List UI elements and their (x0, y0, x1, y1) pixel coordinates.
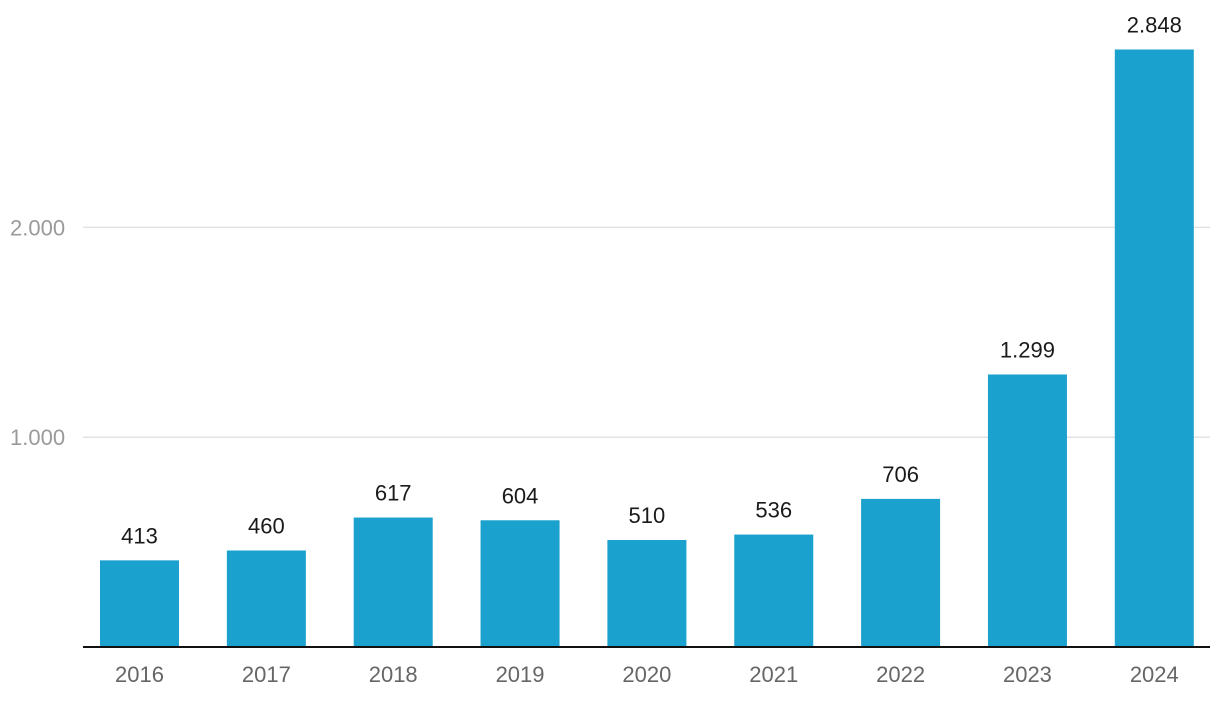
x-tick-label-2019: 2019 (496, 662, 545, 687)
bar-2021 (734, 534, 814, 647)
bar-2019 (480, 520, 560, 647)
x-tick-label-2022: 2022 (876, 662, 925, 687)
x-tick-label-2016: 2016 (115, 662, 164, 687)
bar-2023 (987, 374, 1067, 647)
bar-2018 (353, 517, 433, 647)
bars (100, 49, 1194, 647)
data-label-2017: 460 (248, 513, 285, 538)
data-label-2018: 617 (375, 481, 412, 506)
bar-2017 (226, 550, 306, 647)
x-tick-label-2017: 2017 (242, 662, 291, 687)
data-label-2022: 706 (882, 462, 919, 487)
y-tick-label: 2.000 (10, 215, 65, 240)
data-label-2023: 1.299 (1000, 337, 1055, 362)
x-tick-label-2021: 2021 (749, 662, 798, 687)
bar-2022 (861, 498, 941, 647)
x-axis: 2016 2017 2018 2019 2020 2021 2022 2023 2024 (83, 646, 1210, 687)
bar-2020 (607, 540, 687, 647)
x-tick-label-2023: 2023 (1003, 662, 1052, 687)
y-axis: 1.000 2.000 (10, 215, 65, 450)
data-label-2024: 2.848 (1127, 12, 1182, 37)
data-labels: 413 460 617 604 510 536 706 1.299 2.848 (121, 12, 1182, 548)
bar-2024 (1114, 49, 1194, 647)
data-label-2016: 413 (121, 523, 158, 548)
y-tick-label: 1.000 (10, 425, 65, 450)
x-tick-label-2024: 2024 (1130, 662, 1179, 687)
bar-2016 (100, 560, 179, 647)
data-label-2021: 536 (755, 498, 792, 523)
x-tick-label-2020: 2020 (622, 662, 671, 687)
x-tick-label-2018: 2018 (369, 662, 418, 687)
data-label-2020: 510 (629, 503, 666, 528)
data-label-2019: 604 (502, 483, 539, 508)
